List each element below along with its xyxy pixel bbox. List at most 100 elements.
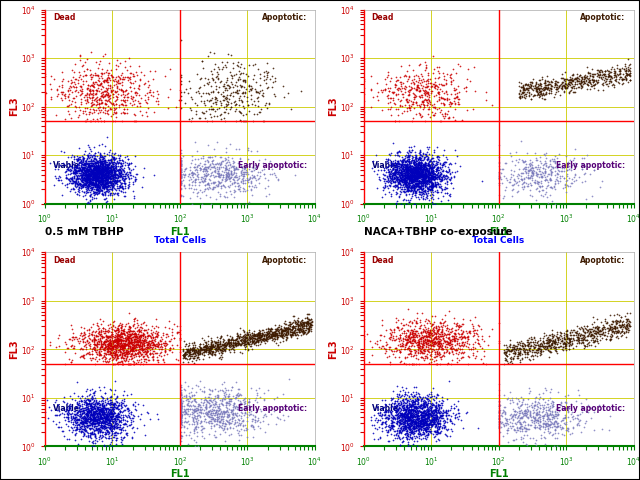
Point (86, 408, 96, 416)
Point (513, 352, 523, 360)
Point (140, 338, 150, 346)
Point (451, 410, 461, 418)
Point (239, 398, 250, 406)
Point (75, 72, 85, 79)
Point (115, 423, 125, 431)
Point (426, 345, 436, 353)
Point (75, 407, 85, 415)
Point (404, 334, 415, 341)
Point (179, 424, 189, 432)
Point (105, 159, 115, 167)
Point (246, 336, 257, 343)
Point (434, 339, 444, 347)
Point (91, 175, 101, 183)
Point (83, 408, 93, 416)
Point (162, 330, 172, 338)
Point (401, 179, 412, 186)
Point (221, 341, 231, 349)
Point (404, 160, 414, 168)
Point (79, 173, 89, 181)
Point (412, 421, 422, 429)
Point (526, 338, 536, 346)
Point (589, 77, 599, 84)
Point (452, 335, 462, 342)
Point (390, 168, 401, 176)
Point (408, 332, 418, 339)
Point (89, 423, 99, 431)
Point (207, 157, 217, 165)
Point (235, 155, 245, 163)
Point (219, 96, 229, 104)
Point (87, 422, 97, 430)
Point (429, 419, 439, 427)
Point (423, 176, 433, 183)
Point (415, 336, 426, 343)
Point (122, 348, 132, 355)
Point (252, 335, 262, 342)
Point (277, 334, 287, 341)
Point (542, 84, 552, 91)
Point (103, 412, 113, 420)
Point (122, 73, 132, 81)
Point (99, 181, 109, 189)
Point (109, 336, 120, 344)
Point (552, 78, 563, 86)
Point (76, 95, 86, 103)
Point (412, 159, 422, 167)
Point (96, 106, 106, 113)
Point (137, 345, 147, 352)
Point (411, 332, 421, 339)
Point (414, 177, 424, 185)
Point (394, 401, 404, 409)
Point (105, 179, 115, 186)
Point (420, 410, 431, 418)
Point (106, 170, 116, 178)
Point (529, 345, 539, 352)
Point (98, 318, 108, 325)
Point (108, 340, 118, 348)
Point (411, 171, 421, 179)
Point (581, 73, 591, 81)
Point (104, 418, 114, 425)
Point (77, 413, 87, 420)
Point (573, 386, 583, 394)
Point (89, 442, 99, 450)
Point (108, 418, 118, 425)
Point (470, 88, 480, 96)
Point (77, 417, 88, 424)
Point (394, 348, 404, 356)
Point (397, 165, 408, 172)
Point (95, 169, 106, 177)
Point (415, 163, 426, 170)
Point (556, 167, 566, 175)
Point (401, 417, 411, 424)
Point (520, 80, 531, 87)
Point (418, 346, 428, 353)
Point (209, 183, 220, 191)
Point (216, 400, 227, 408)
Point (403, 172, 413, 180)
Point (136, 338, 147, 346)
Point (423, 156, 433, 163)
Point (195, 404, 205, 411)
Point (99, 163, 109, 171)
Point (533, 178, 543, 185)
Point (76, 168, 86, 175)
Point (426, 404, 436, 412)
Point (200, 163, 211, 170)
Point (401, 418, 412, 425)
Point (410, 434, 420, 442)
Point (70, 436, 80, 444)
Point (101, 413, 111, 420)
Point (228, 409, 239, 417)
Point (424, 185, 434, 193)
Point (111, 100, 121, 108)
Point (125, 78, 135, 86)
Point (424, 419, 435, 427)
Point (142, 329, 152, 336)
Point (523, 407, 533, 415)
Point (424, 416, 435, 423)
Point (224, 336, 234, 344)
Point (111, 344, 121, 352)
Point (494, 169, 504, 177)
